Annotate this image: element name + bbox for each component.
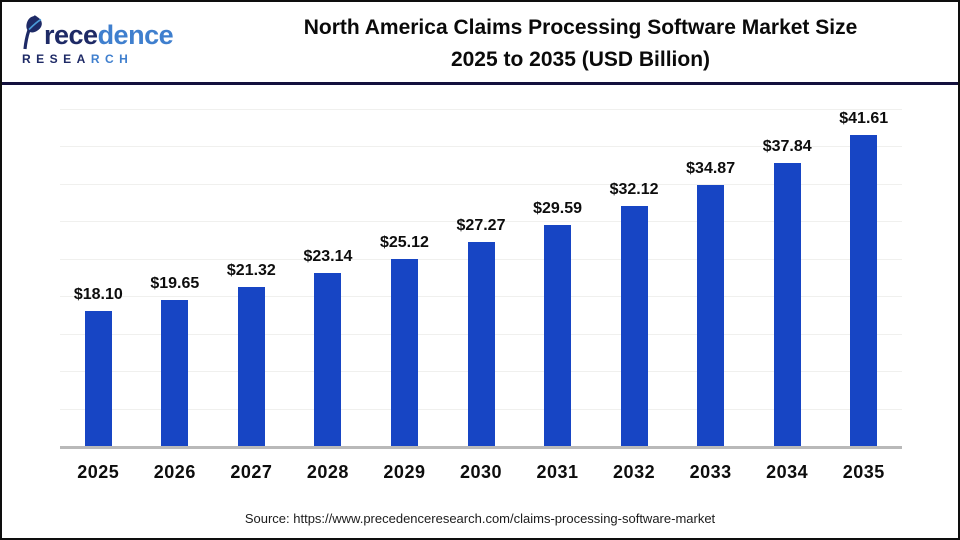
- bar-chart-plot-area: $18.10 2025 $19.65 2026 $21.32 2027 $23.14 2028…: [60, 98, 902, 482]
- leaf-logo-icon: [23, 15, 42, 50]
- bar-value-label: $19.65: [150, 274, 200, 292]
- precedence-research-logo: recedence RESEARCH: [2, 2, 203, 66]
- bar-2026: [161, 299, 189, 447]
- header: recedence RESEARCH North America Claims …: [2, 2, 958, 82]
- x-axis-line: [60, 446, 902, 449]
- gridline: [60, 108, 902, 110]
- gridline: [60, 183, 902, 185]
- logo-brand-light: dence: [97, 20, 174, 50]
- header-divider: [2, 82, 958, 85]
- bar-2030: [467, 242, 495, 447]
- x-axis-label: 2033: [689, 462, 732, 482]
- bar-value-label: $18.10: [73, 286, 123, 304]
- x-axis-label: 2025: [77, 462, 120, 482]
- source-text: Source: https://www.precedenceresearch.c…: [244, 511, 716, 526]
- bar-value-label: $32.12: [609, 181, 659, 199]
- bar-value-label: $27.27: [456, 217, 506, 235]
- bar-2035: [850, 134, 878, 447]
- bar-value-label: $21.32: [226, 262, 276, 280]
- bar-value-label: $37.84: [762, 138, 812, 156]
- bar-2027: [237, 287, 265, 447]
- x-axis-label: 2032: [613, 462, 656, 482]
- bar-value-label: $34.87: [686, 160, 736, 178]
- logo-brand-text: recedence: [44, 20, 174, 50]
- x-axis-label: 2028: [306, 462, 349, 482]
- bar-2034: [773, 163, 801, 447]
- logo-subtitle-dark: RESEA: [22, 52, 91, 66]
- chart-title-line1: North America Claims Processing Software…: [303, 16, 858, 39]
- bar-2031: [544, 225, 572, 447]
- bar-value-label: $23.14: [303, 248, 353, 266]
- bar-2028: [314, 273, 342, 447]
- bar-2025: [84, 311, 112, 447]
- bar-2032: [620, 206, 648, 447]
- bar-value-label: $25.12: [379, 233, 429, 251]
- x-axis-label: 2031: [536, 462, 579, 482]
- logo-subtitle: RESEARCH: [18, 52, 203, 66]
- x-axis-label: 2034: [766, 462, 809, 482]
- chart-title: North America Claims Processing Software…: [203, 2, 958, 76]
- logo-subtitle-light: RCH: [90, 52, 134, 66]
- gridline: [60, 146, 902, 147]
- bar-2033: [697, 185, 725, 447]
- logo-brand-row: recedence: [18, 14, 203, 50]
- x-axis-label: 2030: [459, 462, 503, 482]
- x-axis-label: 2035: [842, 462, 885, 482]
- bar-value-label: $41.61: [839, 109, 889, 127]
- gridline: [60, 221, 902, 222]
- x-axis-label: 2029: [383, 462, 426, 482]
- logo-brand-dark: rece: [44, 20, 98, 50]
- bar-2029: [390, 258, 418, 447]
- bar-value-label: $29.59: [533, 200, 582, 218]
- x-axis-label: 2026: [153, 462, 196, 482]
- chart-title-line2: 2025 to 2035 (USD Billion): [450, 48, 711, 71]
- x-axis-label: 2027: [230, 462, 273, 482]
